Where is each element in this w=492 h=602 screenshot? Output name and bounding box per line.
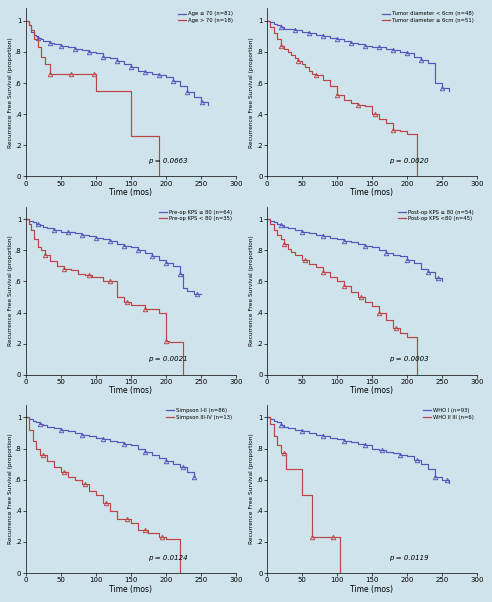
- X-axis label: Time (mos): Time (mos): [350, 585, 393, 594]
- Text: p = 0.0021: p = 0.0021: [148, 356, 187, 362]
- X-axis label: Time (mos): Time (mos): [350, 386, 393, 396]
- Text: p = 0.0003: p = 0.0003: [389, 356, 428, 362]
- Legend: Pre-op KPS ≥ 80 (n=64), Pre-op KPS < 80 (n=35): Pre-op KPS ≥ 80 (n=64), Pre-op KPS < 80 …: [159, 209, 233, 222]
- Text: p = 0.0124: p = 0.0124: [148, 554, 187, 560]
- Y-axis label: Recurrence Free Survival (proportion): Recurrence Free Survival (proportion): [249, 433, 254, 544]
- Y-axis label: Recurrence Free Survival (proportion): Recurrence Free Survival (proportion): [8, 235, 13, 346]
- Y-axis label: Recurrence Free Survival (proportion): Recurrence Free Survival (proportion): [249, 37, 254, 147]
- Text: p = 0.0020: p = 0.0020: [389, 158, 428, 164]
- Y-axis label: Recurrence Free Survival (proportion): Recurrence Free Survival (proportion): [8, 433, 13, 544]
- Y-axis label: Recurrence Free Survival (proportion): Recurrence Free Survival (proportion): [8, 37, 13, 147]
- X-axis label: Time (mos): Time (mos): [109, 386, 152, 396]
- X-axis label: Time (mos): Time (mos): [109, 585, 152, 594]
- Legend: Age ≤ 70 (n=81), Age > 70 (n=18): Age ≤ 70 (n=81), Age > 70 (n=18): [177, 11, 233, 23]
- X-axis label: Time (mos): Time (mos): [109, 188, 152, 197]
- Legend: WHO I (n=93), WHO II III (n=6): WHO I (n=93), WHO II III (n=6): [422, 408, 474, 420]
- X-axis label: Time (mos): Time (mos): [350, 188, 393, 197]
- Text: p = 0.0663: p = 0.0663: [148, 158, 187, 164]
- Legend: Post-op KPS ≥ 80 (n=54), Post-op KPS <80 (n=45): Post-op KPS ≥ 80 (n=54), Post-op KPS <80…: [398, 209, 474, 222]
- Legend: Tumor diameter < 6cm (n=48), Tumor diameter ≥ 6cm (n=51): Tumor diameter < 6cm (n=48), Tumor diame…: [381, 11, 474, 23]
- Y-axis label: Recurrence Free Survival (proportion): Recurrence Free Survival (proportion): [249, 235, 254, 346]
- Text: p = 0.0119: p = 0.0119: [389, 554, 428, 560]
- Legend: Simpson I-II (n=86), Simpson III-IV (n=13): Simpson I-II (n=86), Simpson III-IV (n=1…: [166, 408, 233, 420]
